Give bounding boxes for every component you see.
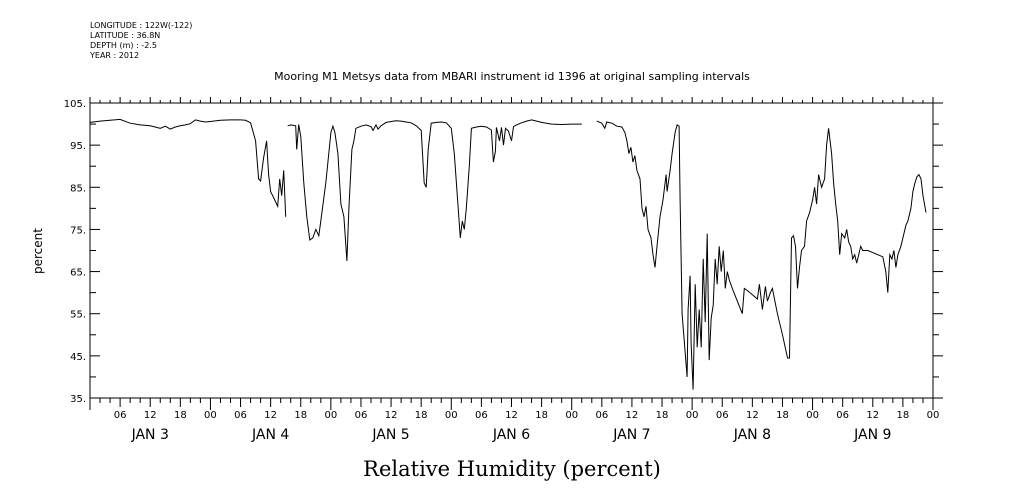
chart-title: Mooring M1 Metsys data from MBARI instru… — [274, 70, 750, 83]
x-hour-label: 06 — [716, 410, 729, 421]
x-hour-label: 06 — [475, 410, 488, 421]
x-day-label: JAN 5 — [371, 427, 409, 443]
y-tick-label: 95. — [70, 141, 86, 152]
x-day-label: JAN 6 — [492, 427, 530, 443]
x-hour-label: 12 — [626, 410, 639, 421]
y-tick-label: 105. — [64, 99, 86, 110]
x-hour-label: 18 — [415, 410, 428, 421]
x-hour-label: 18 — [897, 410, 910, 421]
x-hour-label: 12 — [746, 410, 759, 421]
x-hour-label: 12 — [264, 410, 277, 421]
x-day-label: JAN 7 — [612, 427, 650, 443]
x-hour-label: 06 — [595, 410, 608, 421]
y-tick-label: 75. — [70, 225, 86, 236]
y-tick-label: 45. — [70, 352, 86, 363]
meta-latitude: LATITUDE : 36.8N — [90, 31, 161, 40]
x-hour-label: 00 — [445, 410, 458, 421]
x-hour-label: 00 — [686, 410, 699, 421]
x-hour-label: 18 — [656, 410, 669, 421]
x-hour-label: 18 — [776, 410, 789, 421]
plot-frame — [89, 102, 934, 399]
x-hour-label: 00 — [204, 410, 217, 421]
series-line — [287, 119, 582, 262]
x-hour-label: 18 — [174, 410, 187, 421]
x-day-label: JAN 9 — [853, 427, 891, 443]
y-axis-label: percent — [31, 228, 45, 274]
x-hour-label: 00 — [324, 410, 337, 421]
x-hour-label: 06 — [234, 410, 247, 421]
y-tick-label: 85. — [70, 183, 86, 194]
x-hour-label: 06 — [836, 410, 849, 421]
x-hour-label: 12 — [866, 410, 879, 421]
metadata-block: LONGITUDE : 122W(-122) LATITUDE : 36.8N … — [90, 21, 192, 61]
x-hour-label: 12 — [144, 410, 157, 421]
meta-longitude: LONGITUDE : 122W(-122) — [90, 21, 193, 30]
x-axis-label: Relative Humidity (percent) — [363, 457, 661, 481]
meta-year: YEAR : 2012 — [90, 51, 140, 60]
y-tick-label: 55. — [70, 310, 86, 321]
x-hour-label: 12 — [385, 410, 398, 421]
x-hour-label: 00 — [565, 410, 578, 421]
x-hour-label: 06 — [355, 410, 368, 421]
y-tick-label: 35. — [70, 394, 86, 405]
series-line — [89, 118, 287, 217]
x-day-label: JAN 4 — [251, 427, 289, 443]
x-hour-label: 00 — [927, 410, 940, 421]
y-tick-label: 65. — [70, 268, 86, 279]
x-hour-label: 18 — [535, 410, 548, 421]
x-day-label: JAN 3 — [131, 427, 169, 443]
x-hour-label: 06 — [114, 410, 127, 421]
x-hour-label: 12 — [505, 410, 518, 421]
x-hour-label: 00 — [806, 410, 819, 421]
series-line — [596, 120, 927, 390]
x-hour-label: 18 — [294, 410, 307, 421]
meta-depth: DEPTH (m) : -2.5 — [90, 41, 157, 50]
x-day-label: JAN 8 — [733, 427, 771, 443]
